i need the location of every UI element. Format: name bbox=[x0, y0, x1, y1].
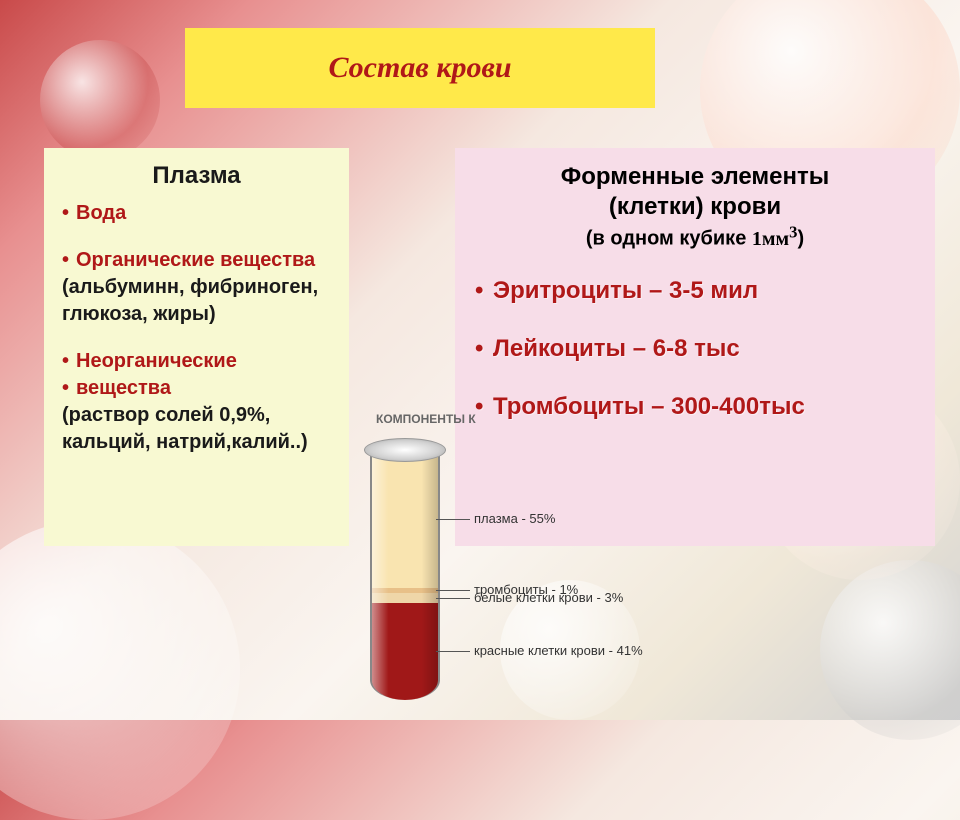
plasma-item-sub: (раствор солей 0,9%, кальций, натрий,кал… bbox=[62, 402, 331, 456]
elements-sub-prefix: (в одном кубике bbox=[586, 228, 752, 250]
legend-label: плазма - 55% bbox=[474, 511, 555, 526]
elements-unit: 1мм3 bbox=[752, 228, 798, 250]
bg-bubble bbox=[820, 560, 960, 740]
title-box: Состав крови bbox=[185, 28, 655, 108]
elements-title-line2: (клетки) крови bbox=[609, 193, 781, 220]
elements-title: Форменные элементы (клетки) крови bbox=[475, 162, 915, 222]
element-row: Эритроциты – 3-5 мил bbox=[475, 277, 915, 305]
page-title: Состав крови bbox=[328, 51, 511, 85]
legend-line bbox=[436, 651, 470, 652]
tube bbox=[370, 450, 440, 700]
plasma-title: Плазма bbox=[62, 162, 331, 190]
plasma-item-head: Органические вещества bbox=[62, 247, 331, 274]
legend-line bbox=[436, 519, 470, 520]
plasma-item-head: Вода bbox=[62, 200, 331, 227]
plasma-panel: Плазма Вода Органические вещества(альбуми… bbox=[44, 148, 349, 546]
bg-bubble bbox=[40, 40, 160, 160]
elements-unit-base: 1мм bbox=[752, 228, 789, 250]
elements-subtitle: (в одном кубике 1мм3) bbox=[475, 222, 915, 251]
plasma-item-head: Неорганические bbox=[62, 348, 331, 375]
legend-line bbox=[436, 590, 470, 591]
elements-sub-suffix: ) bbox=[797, 228, 804, 250]
tube-body bbox=[370, 450, 440, 700]
tube-gloss bbox=[372, 450, 438, 700]
legend-label: красные клетки крови - 41% bbox=[474, 643, 643, 658]
plasma-item-sub: (альбуминн, фибриноген, глюкоза, жиры) bbox=[62, 274, 331, 328]
elements-list: Эритроциты – 3-5 мил Лейкоциты – 6-8 тыс Т… bbox=[475, 277, 915, 421]
legend-label: белые клетки крови - 3% bbox=[474, 590, 623, 605]
plasma-item-head2: вещества bbox=[62, 375, 331, 402]
tube-rim bbox=[364, 438, 446, 462]
tube-diagram bbox=[360, 420, 450, 710]
elements-title-line1: Форменные элементы bbox=[561, 163, 830, 190]
element-row: Лейкоциты – 6-8 тыс bbox=[475, 335, 915, 363]
element-row: Тромбоциты – 300-400тыс bbox=[475, 393, 915, 421]
legend-line bbox=[436, 598, 470, 599]
bg-bubble bbox=[0, 520, 240, 820]
spacer bbox=[62, 328, 331, 348]
elements-panel: Форменные элементы (клетки) крови (в одн… bbox=[455, 148, 935, 546]
plasma-list: Вода Органические вещества(альбуминн, фиб… bbox=[62, 200, 331, 456]
spacer bbox=[62, 227, 331, 247]
